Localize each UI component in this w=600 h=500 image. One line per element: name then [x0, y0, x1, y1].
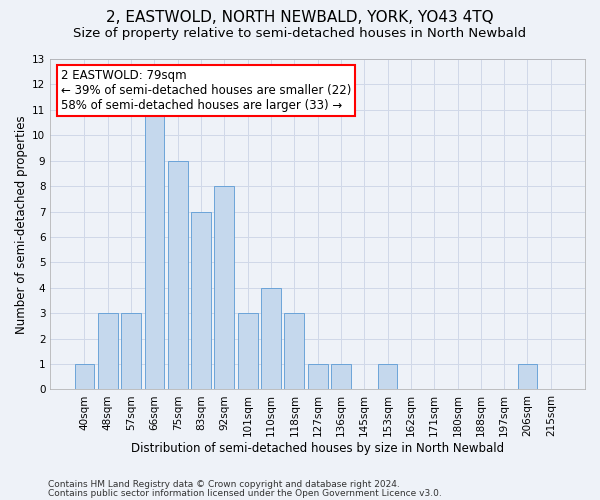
Bar [145, 110, 164, 390]
Bar [121, 313, 141, 390]
Bar [191, 212, 211, 390]
Bar [518, 364, 538, 390]
Bar [308, 364, 328, 390]
Text: Contains public sector information licensed under the Open Government Licence v3: Contains public sector information licen… [48, 488, 442, 498]
Bar [168, 160, 188, 390]
Text: 2 EASTWOLD: 79sqm
← 39% of semi-detached houses are smaller (22)
58% of semi-det: 2 EASTWOLD: 79sqm ← 39% of semi-detached… [61, 69, 352, 112]
Bar [331, 364, 351, 390]
Text: Size of property relative to semi-detached houses in North Newbald: Size of property relative to semi-detach… [73, 28, 527, 40]
Bar [261, 288, 281, 390]
Y-axis label: Number of semi-detached properties: Number of semi-detached properties [15, 115, 28, 334]
Bar [238, 313, 257, 390]
Text: Contains HM Land Registry data © Crown copyright and database right 2024.: Contains HM Land Registry data © Crown c… [48, 480, 400, 489]
Bar [74, 364, 94, 390]
X-axis label: Distribution of semi-detached houses by size in North Newbald: Distribution of semi-detached houses by … [131, 442, 504, 455]
Bar [214, 186, 234, 390]
Bar [284, 313, 304, 390]
Bar [98, 313, 118, 390]
Bar [377, 364, 397, 390]
Text: 2, EASTWOLD, NORTH NEWBALD, YORK, YO43 4TQ: 2, EASTWOLD, NORTH NEWBALD, YORK, YO43 4… [106, 10, 494, 25]
